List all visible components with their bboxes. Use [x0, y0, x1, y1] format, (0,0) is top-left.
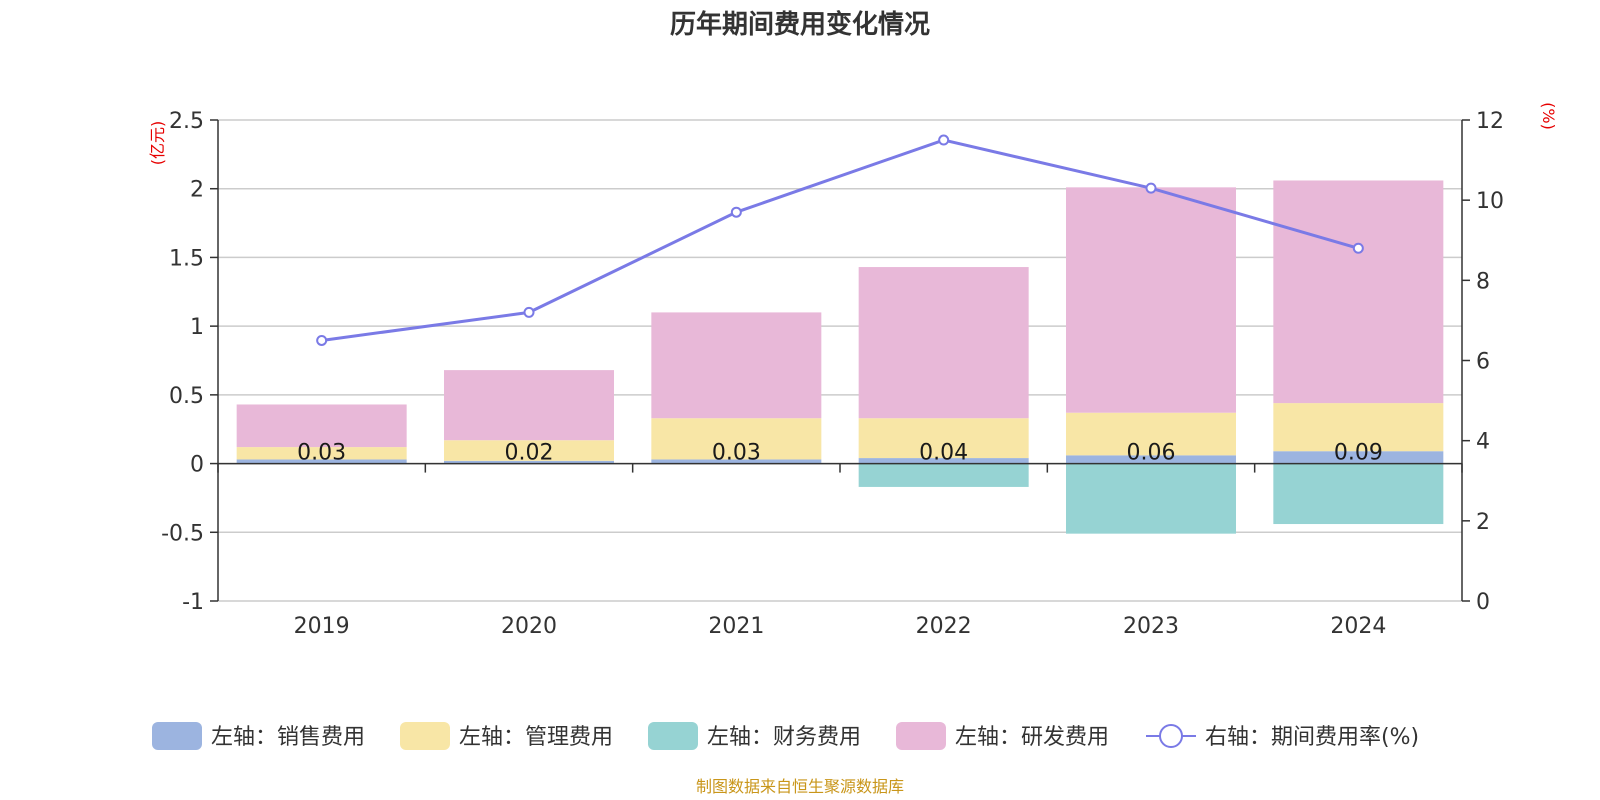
- bar-segment: [858, 463, 1029, 487]
- bar-segment: [858, 418, 1029, 459]
- bars: [236, 180, 1444, 534]
- rate-line: [316, 134, 1364, 346]
- sales-data-label: 0.02: [505, 441, 554, 466]
- legend-label: 左轴：销售费用: [211, 725, 365, 750]
- left-tick-label: 0: [190, 453, 204, 478]
- rate-point: [523, 306, 535, 318]
- x-tick-label: 2023: [1123, 614, 1179, 639]
- x-tick-label: 2021: [708, 614, 764, 639]
- bar-segment: [651, 312, 822, 419]
- left-tick-label: 2.5: [169, 109, 204, 134]
- legend-marker: [1159, 724, 1183, 748]
- right-tick-label: 12: [1476, 109, 1504, 134]
- sales-data-label: 0.03: [712, 441, 761, 466]
- legend-label: 右轴：期间费用率(%): [1205, 725, 1419, 750]
- x-tick-label: 2019: [294, 614, 350, 639]
- data-labels: 0.03 0.02 0.03 0.04 0.06 0.09: [297, 441, 1383, 466]
- right-tick-label: 4: [1476, 430, 1490, 455]
- bar-segment: [1273, 451, 1444, 464]
- rate-point: [316, 334, 328, 346]
- bar-segment: [444, 370, 614, 441]
- right-tick-label: 10: [1476, 189, 1504, 214]
- legend-swatch: [648, 722, 698, 750]
- x-tick-label: 2024: [1330, 614, 1386, 639]
- legend-label: 左轴：研发费用: [955, 725, 1109, 750]
- sales-data-label: 0.06: [1127, 441, 1176, 466]
- left-tick-label: 2: [190, 178, 204, 203]
- axes: 2.5 2 1.5 1 0.5 0 -0.5 -1 12 10 8 6 4 2 0 2019 2020 2021 2…: [161, 109, 1504, 639]
- bar-segment: [858, 458, 1029, 464]
- x-tick-label: 2020: [501, 614, 557, 639]
- bar-segment: [1066, 187, 1236, 413]
- source-note: 制图数据来自恒生聚源数据库: [696, 777, 904, 796]
- left-tick-label: -0.5: [161, 521, 204, 546]
- sales-data-label: 0.03: [297, 441, 346, 466]
- bar-segment: [444, 460, 614, 464]
- rate-line-path: [321, 138, 1359, 342]
- bar-segment: [236, 447, 407, 460]
- left-tick-label: 0.5: [169, 384, 204, 409]
- bar-segment: [1066, 412, 1236, 456]
- rate-point: [1352, 242, 1364, 254]
- left-tick-label: 1.5: [169, 246, 204, 271]
- left-tick-label: -1: [182, 590, 204, 615]
- right-tick-label: 0: [1476, 590, 1490, 615]
- bar-segment: [236, 404, 407, 448]
- bar-segment: [858, 267, 1029, 419]
- bar-segment: [444, 440, 614, 461]
- right-tick-label: 8: [1476, 269, 1490, 294]
- right-tick-label: 6: [1476, 350, 1490, 375]
- bar-segment: [1066, 463, 1236, 534]
- bar-segment: [1273, 180, 1444, 404]
- bar-segment: [1066, 455, 1236, 464]
- bar-segment: [651, 459, 822, 464]
- legend-label: 左轴：管理费用: [459, 725, 613, 750]
- x-tick-label: 2022: [916, 614, 972, 639]
- bar-segment: [1273, 463, 1444, 525]
- rate-point: [1145, 182, 1157, 194]
- bar-segment: [1273, 403, 1444, 452]
- left-tick-label: 1: [190, 315, 204, 340]
- left-axis-unit: (亿元): [148, 121, 167, 166]
- legend-swatch: [152, 722, 202, 750]
- legend-swatch: [896, 722, 946, 750]
- rate-point: [730, 206, 742, 218]
- sales-data-label: 0.04: [919, 441, 968, 466]
- legend: 左轴：销售费用 左轴：管理费用 左轴：财务费用 左轴：研发费用 右轴：期间费用率(%): [152, 722, 1419, 750]
- rate-point: [938, 134, 950, 146]
- bar-segment: [651, 418, 822, 460]
- chart-title: 历年期间费用变化情况: [670, 9, 930, 40]
- sales-data-label: 0.09: [1334, 441, 1383, 466]
- right-axis-unit: (%): [1539, 102, 1558, 130]
- bar-segment: [236, 459, 407, 464]
- legend-swatch: [400, 722, 450, 750]
- right-tick-label: 2: [1476, 510, 1490, 535]
- legend-label: 左轴：财务费用: [707, 725, 861, 750]
